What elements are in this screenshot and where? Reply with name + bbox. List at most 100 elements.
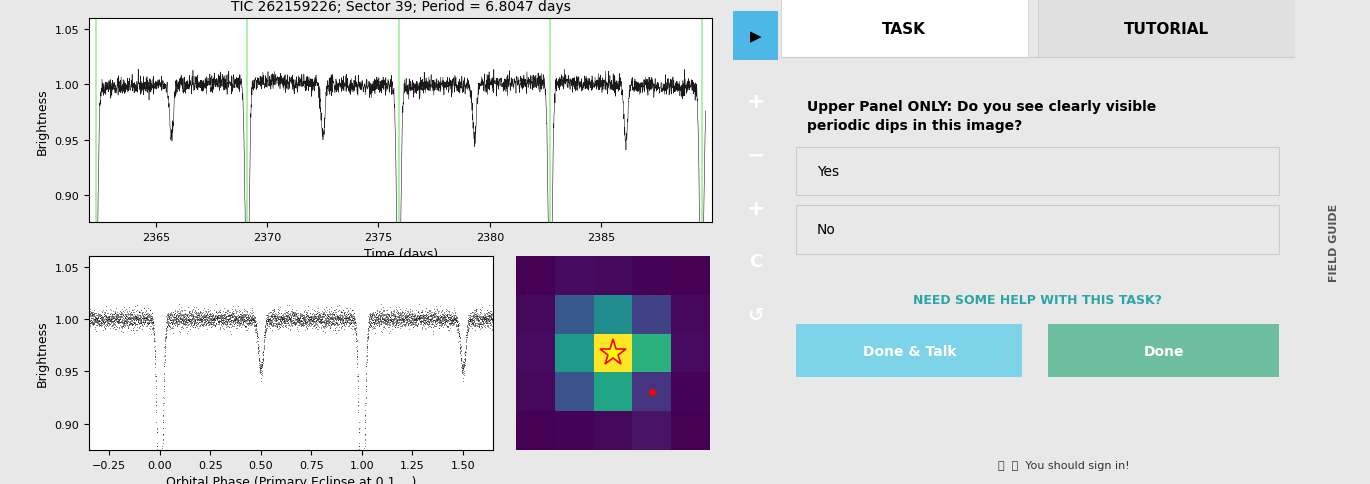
Point bbox=[322, 318, 344, 325]
Point bbox=[167, 315, 189, 323]
Point bbox=[379, 316, 401, 323]
Point bbox=[300, 321, 322, 329]
Point bbox=[440, 318, 462, 326]
Point bbox=[277, 324, 299, 332]
Point bbox=[355, 418, 377, 425]
Point bbox=[230, 319, 252, 327]
Point bbox=[482, 318, 504, 326]
Point bbox=[181, 309, 203, 317]
Point bbox=[129, 309, 151, 317]
Point bbox=[297, 317, 319, 324]
Point bbox=[195, 320, 216, 328]
Point bbox=[151, 462, 173, 469]
Point bbox=[395, 317, 416, 325]
Point bbox=[249, 365, 271, 373]
Point bbox=[445, 316, 467, 324]
Point bbox=[199, 320, 221, 328]
Point bbox=[82, 309, 104, 317]
Point bbox=[219, 314, 241, 321]
Point bbox=[275, 309, 297, 317]
Point bbox=[466, 312, 488, 320]
Point bbox=[142, 327, 164, 335]
Point bbox=[423, 306, 445, 314]
Point bbox=[186, 317, 208, 324]
Point bbox=[314, 311, 336, 319]
Point bbox=[359, 321, 381, 329]
Point bbox=[374, 319, 396, 327]
Point bbox=[159, 311, 181, 319]
Point bbox=[471, 318, 493, 326]
Point bbox=[416, 315, 438, 322]
Point bbox=[221, 316, 242, 324]
Point bbox=[111, 308, 133, 316]
Point bbox=[208, 315, 230, 323]
Point bbox=[299, 313, 321, 321]
Point bbox=[166, 322, 188, 330]
Point bbox=[95, 314, 116, 321]
Point bbox=[369, 318, 390, 326]
Point bbox=[458, 316, 480, 323]
Point bbox=[300, 315, 322, 322]
Point bbox=[288, 317, 310, 325]
Point bbox=[184, 320, 206, 328]
Point bbox=[295, 319, 316, 327]
Point bbox=[142, 323, 164, 331]
Point bbox=[105, 312, 127, 320]
Point bbox=[312, 318, 334, 326]
Point bbox=[388, 313, 410, 321]
Point bbox=[326, 307, 348, 315]
Point bbox=[463, 320, 485, 328]
Point bbox=[447, 323, 469, 331]
Point bbox=[238, 317, 260, 324]
Point bbox=[434, 318, 456, 326]
Point bbox=[148, 462, 170, 469]
Point bbox=[233, 321, 255, 329]
Point bbox=[358, 319, 379, 327]
Point bbox=[284, 312, 306, 319]
Point bbox=[334, 320, 356, 328]
Point bbox=[108, 317, 130, 324]
Point bbox=[229, 316, 251, 323]
Point bbox=[375, 320, 397, 328]
Point bbox=[282, 311, 304, 318]
Point bbox=[310, 313, 332, 320]
Point bbox=[352, 462, 374, 469]
Point bbox=[177, 321, 199, 329]
Point bbox=[137, 317, 159, 324]
Point bbox=[460, 317, 482, 325]
Point bbox=[358, 323, 379, 331]
Point bbox=[449, 348, 471, 356]
Point bbox=[433, 315, 455, 323]
Point bbox=[147, 462, 169, 469]
Point bbox=[426, 313, 448, 320]
Point bbox=[147, 453, 169, 461]
Point bbox=[369, 314, 390, 321]
Point bbox=[395, 320, 416, 328]
Point bbox=[177, 316, 199, 323]
Point bbox=[386, 306, 408, 314]
Point bbox=[423, 311, 445, 319]
Point bbox=[360, 314, 382, 322]
Point bbox=[477, 315, 499, 323]
Point bbox=[399, 318, 421, 326]
Point bbox=[433, 324, 455, 332]
Point bbox=[293, 318, 315, 326]
Point bbox=[134, 314, 156, 322]
Point bbox=[307, 311, 329, 319]
Point bbox=[112, 314, 134, 322]
Point bbox=[232, 314, 253, 321]
Point bbox=[342, 313, 364, 320]
Point bbox=[93, 325, 115, 333]
Point bbox=[237, 312, 259, 319]
Point bbox=[225, 315, 247, 322]
Point bbox=[393, 312, 415, 320]
Point bbox=[245, 319, 267, 327]
Point bbox=[238, 320, 260, 328]
Point bbox=[248, 364, 270, 372]
Point bbox=[333, 318, 355, 326]
Point bbox=[86, 317, 108, 324]
Point bbox=[304, 313, 326, 320]
Point bbox=[396, 315, 418, 323]
Point bbox=[85, 328, 107, 335]
Point bbox=[353, 462, 375, 469]
